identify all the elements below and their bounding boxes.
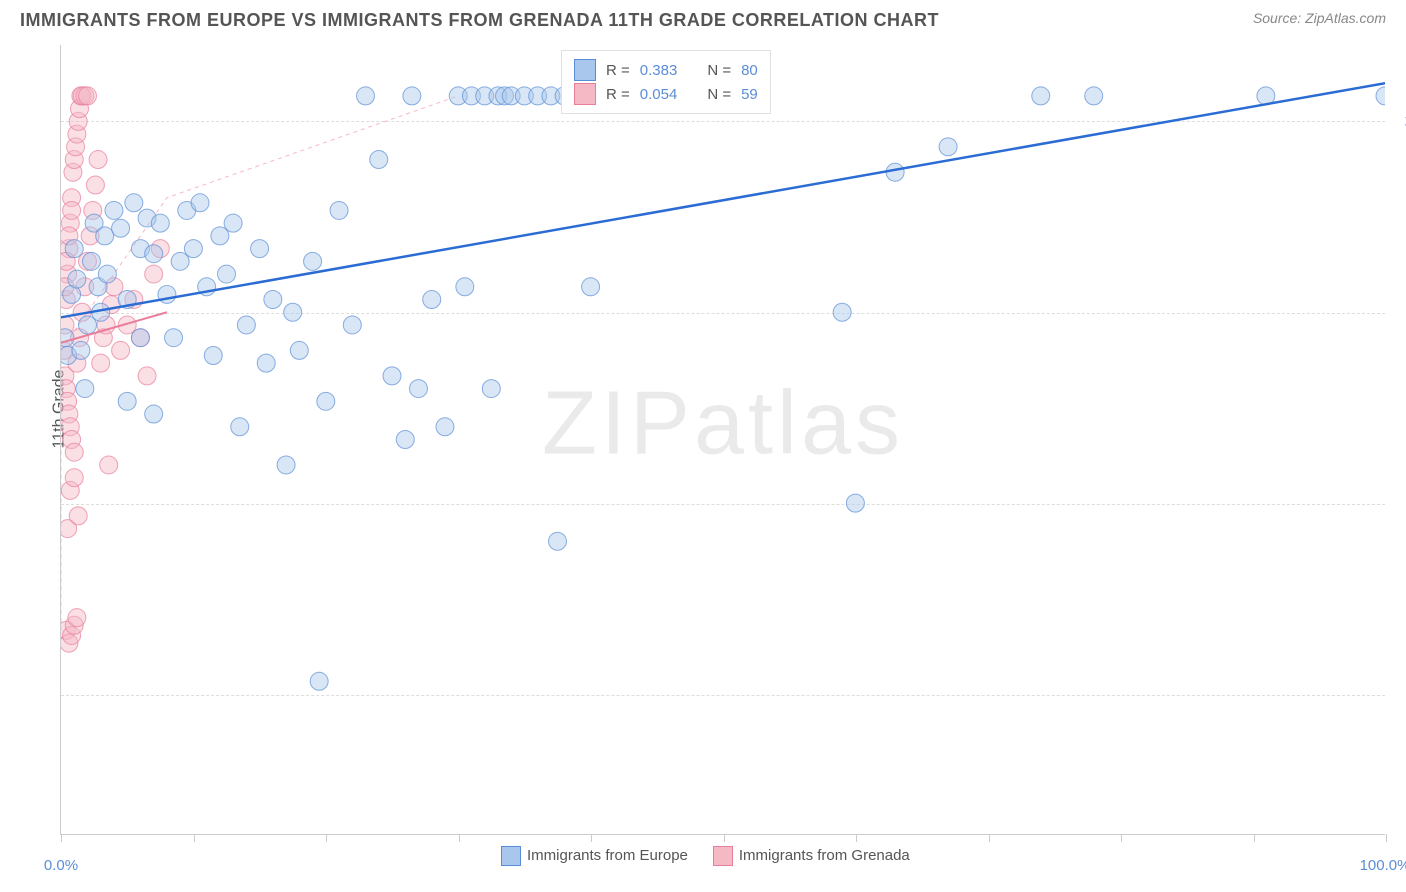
series-legend: Immigrants from Europe Immigrants from G…: [501, 846, 910, 866]
x-tick: [326, 834, 327, 842]
legend-item-europe: Immigrants from Europe: [501, 846, 688, 866]
x-axis-start: 0.0%: [44, 857, 78, 874]
chart-title: IMMIGRANTS FROM EUROPE VS IMMIGRANTS FRO…: [20, 10, 939, 31]
x-tick: [1386, 834, 1387, 842]
correlation-legend: R = 0.383 N = 80 R = 0.054 N = 59: [561, 50, 771, 114]
x-tick: [989, 834, 990, 842]
x-tick: [1254, 834, 1255, 842]
x-tick: [724, 834, 725, 842]
x-axis-end: 100.0%: [1360, 857, 1406, 874]
legend-row-grenada: R = 0.054 N = 59: [574, 83, 758, 105]
x-tick: [1121, 834, 1122, 842]
x-tick: [591, 834, 592, 842]
source-attribution: Source: ZipAtlas.com: [1253, 10, 1386, 26]
x-tick: [459, 834, 460, 842]
legend-row-europe: R = 0.383 N = 80: [574, 59, 758, 81]
scatter-svg: [61, 45, 1385, 834]
chart-plot-area: ZIPatlas 77.5%85.0%92.5%100.0% R = 0.383…: [60, 45, 1385, 835]
legend-item-grenada: Immigrants from Grenada: [713, 846, 910, 866]
x-tick: [194, 834, 195, 842]
swatch-grenada: [574, 83, 596, 105]
x-tick: [856, 834, 857, 842]
x-tick: [61, 834, 62, 842]
swatch-europe: [574, 59, 596, 81]
